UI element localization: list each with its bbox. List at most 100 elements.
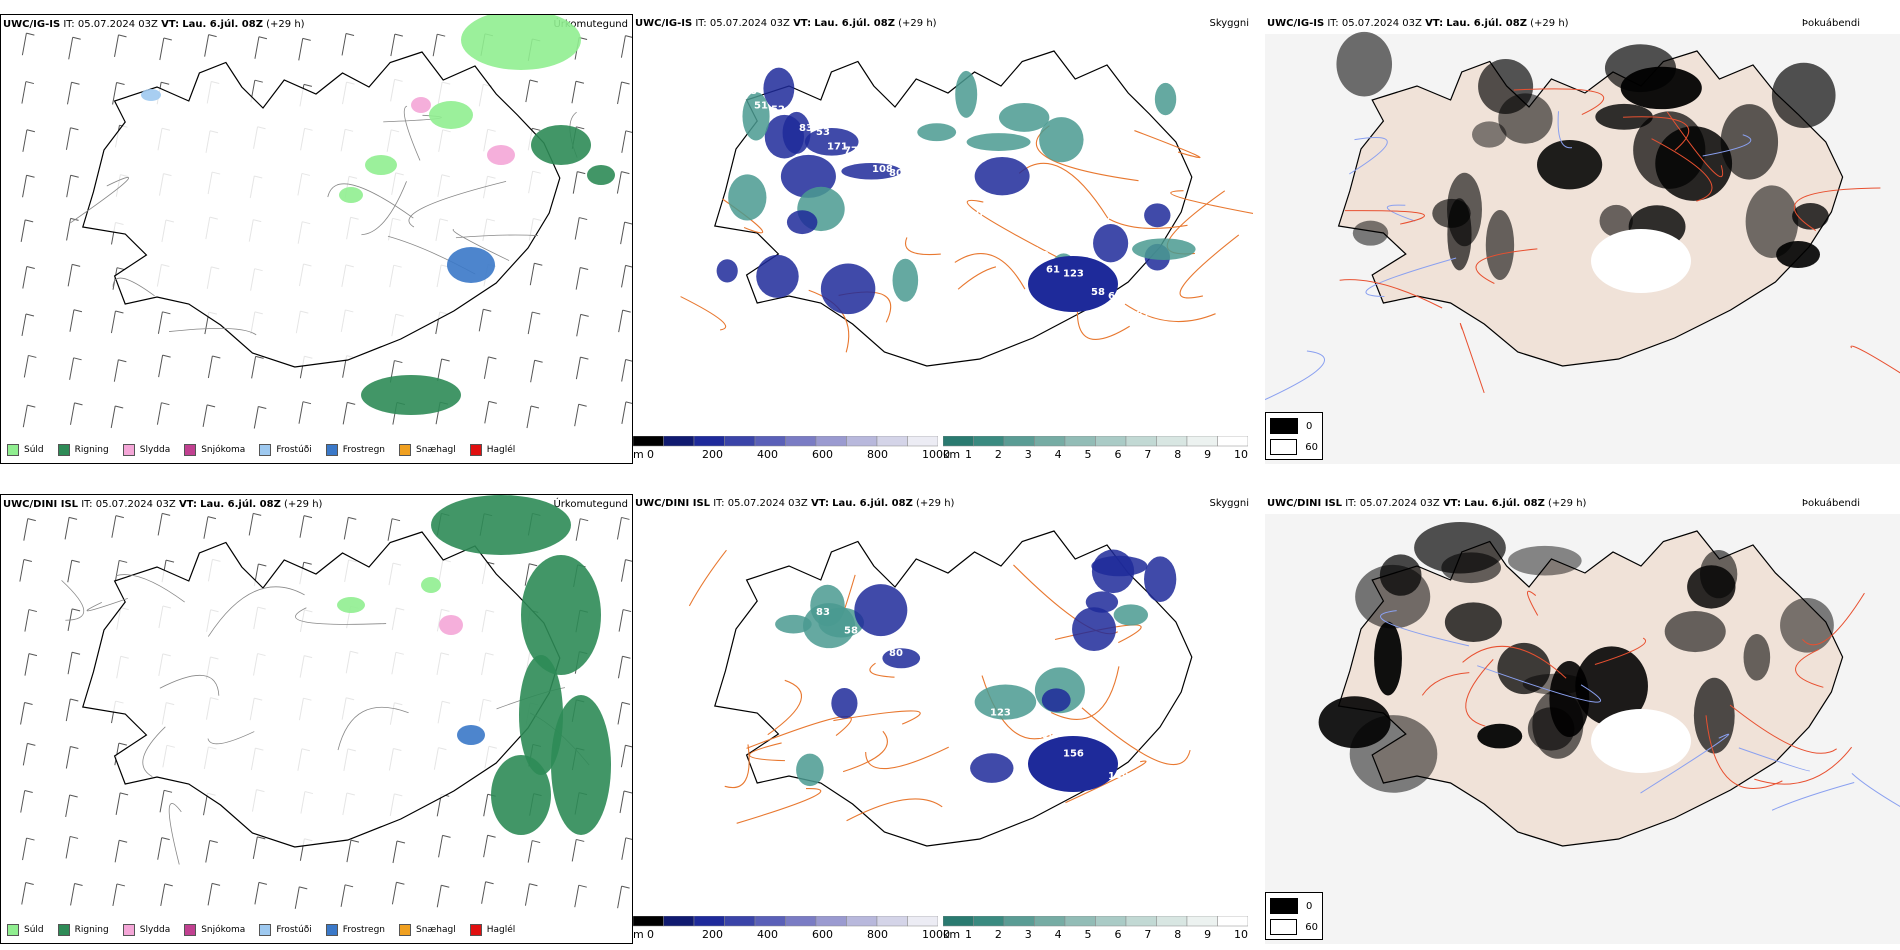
ceiling-area (1041, 688, 1071, 712)
wind-barb (70, 402, 83, 425)
wind-barb (343, 516, 357, 540)
legend-swatch (399, 444, 412, 456)
wind-barb (298, 37, 311, 61)
ceiling-label: 68 (743, 86, 757, 97)
fog-area (1780, 598, 1834, 653)
ceiling-area (1085, 591, 1119, 613)
legend-swatch (469, 924, 482, 936)
wind-barb (19, 559, 32, 582)
ceiling-area (775, 614, 812, 634)
wind-barb (527, 840, 541, 863)
precip-area (361, 375, 461, 415)
fog-area (1318, 696, 1391, 749)
legend-label: Snæhagl (416, 925, 456, 935)
fog-area (1478, 58, 1534, 114)
wind-barb (527, 311, 541, 335)
wind-barb (341, 32, 355, 56)
ceiling-area (882, 648, 921, 669)
wind-barb (621, 359, 632, 382)
legend-label: Haglél (486, 445, 516, 455)
wind-barb (69, 309, 83, 332)
colorbar-step (1034, 916, 1066, 927)
precip-legend: Súld Rigning Slydda Snjókoma Frostúði Frostre… (1, 918, 627, 942)
ceiling-label: 156 (1063, 749, 1084, 760)
legend-item: Slydda (122, 924, 170, 936)
wind-barb (387, 518, 401, 541)
road-line (869, 662, 895, 678)
precip-panel-bottom: UWC/DINI ISL IT: 05.07.2024 03Z VT: Lau.… (0, 494, 633, 944)
legend-label: Snjókoma (201, 445, 246, 455)
ceiling-label: 123 (1063, 269, 1084, 280)
panel-type-label: Skyggni (1209, 18, 1249, 29)
ceiling-label: 88 (917, 187, 931, 198)
road-line (1738, 747, 1811, 772)
ceiling-label: 105 (771, 585, 792, 596)
wind-barb (157, 837, 170, 860)
wind-barb (617, 701, 631, 725)
precip-area (519, 655, 563, 775)
fog-area (1485, 209, 1515, 281)
visibility-unit: km (943, 448, 961, 461)
wind-barb (342, 401, 356, 425)
ceiling-bar-swatches (633, 916, 938, 927)
ceiling-area (974, 684, 1037, 720)
colorbar-step (907, 916, 938, 927)
road-line (408, 180, 507, 228)
colorbar-tick: 5 (1084, 928, 1092, 941)
road-line (736, 788, 822, 824)
ceiling-label: 125 (1018, 246, 1039, 257)
fog-area (1745, 185, 1799, 258)
ceiling-area (1091, 555, 1148, 577)
wind-barb (112, 883, 126, 907)
colorbar-step (785, 916, 817, 927)
legend-label: Haglél (486, 925, 516, 935)
wind-barb (24, 653, 38, 676)
panel-header: UWC/DINI ISL IT: 05.07.2024 03Z VT: Lau.… (635, 498, 955, 509)
colorbar-tick: 8 (1174, 928, 1182, 941)
ceiling-area (1072, 607, 1117, 651)
panel-type-label: Þokuábendi (1801, 498, 1860, 509)
colorbar-step (876, 916, 908, 927)
colorbar-tick: 2 (994, 448, 1002, 461)
wind-barb (574, 217, 588, 240)
wind-barb (574, 403, 587, 427)
ceiling-bar-swatches (633, 436, 938, 447)
colorbar-tick: 0 (647, 448, 654, 461)
fog-free-area (1591, 229, 1691, 293)
fog-area (1771, 62, 1836, 128)
ceiling-area (854, 584, 908, 637)
wind-barb (65, 746, 79, 769)
panel-header: UWC/IG-IS IT: 05.07.2024 03Z VT: Lau. 6.… (635, 18, 937, 29)
fog-area (1532, 689, 1584, 759)
road-line (1594, 637, 1646, 665)
wind-barb (571, 838, 585, 862)
colorbar-step (973, 916, 1005, 927)
wind-barb (22, 404, 36, 428)
wind-barb (68, 36, 81, 60)
wind-barb (616, 171, 630, 194)
road-line (966, 199, 1081, 270)
colorbar-tick: 600 (812, 928, 833, 941)
panel-header: UWC/IG-IS IT: 05.07.2024 03Z VT: Lau. 6.… (3, 19, 305, 30)
ceiling-panel-bottom: UWC/DINI ISL IT: 05.07.2024 03Z VT: Lau.… (633, 494, 1253, 944)
fog-panel-top: UWC/IG-IS IT: 05.07.2024 03Z VT: Lau. 6.… (1265, 14, 1900, 464)
precip-area (487, 145, 515, 165)
ceiling-area (966, 133, 1031, 151)
ceiling-area (1113, 604, 1149, 626)
colorbar-step (815, 436, 847, 447)
wind-barb (621, 401, 632, 424)
colorbar-step (633, 436, 664, 447)
road-line (112, 277, 155, 297)
wind-barb (70, 882, 83, 906)
colorbar-step (1186, 436, 1218, 447)
wind-barb (575, 518, 589, 541)
road-line (1557, 111, 1573, 149)
colorbar-tick: 9 (1204, 928, 1212, 941)
ceiling-area (786, 210, 818, 235)
wind-barb (21, 81, 35, 104)
wind-barb (620, 559, 632, 582)
ceiling-area (796, 753, 824, 787)
ceiling-label: 77 (844, 146, 858, 157)
colorbar-tick: 10 (1234, 928, 1248, 941)
road-line (1124, 303, 1216, 323)
